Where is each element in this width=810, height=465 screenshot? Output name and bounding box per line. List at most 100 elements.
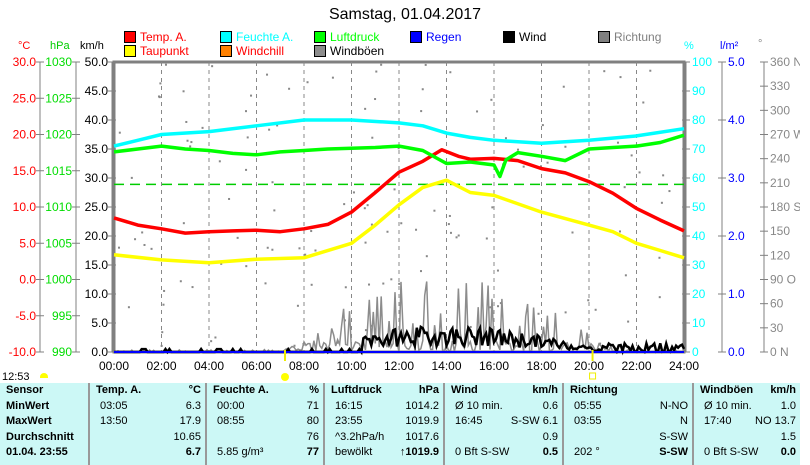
direction-dot (364, 241, 367, 244)
x-tick-label: 06:00 (241, 359, 271, 373)
x-tick-label: 10:00 (336, 359, 366, 373)
legend-label: Windböen (330, 44, 385, 58)
table-cell: 16:45 S-SW 6.1 (445, 414, 564, 430)
wind-tick-label: 5.0 (91, 316, 108, 330)
temp-tick-label: 5.0 (19, 236, 36, 250)
cell-sub: 03:05 (100, 399, 128, 412)
table-cell: 0 Bft S-SW 0.5 (445, 445, 564, 461)
direction-dot (245, 265, 248, 268)
direction-dot (364, 107, 367, 110)
temp-tick-label: 25.0 (13, 91, 37, 105)
cell-sub: 23:55 (335, 415, 363, 427)
direction-dot (331, 76, 334, 79)
direction-dot (344, 286, 347, 289)
direction-dot (179, 280, 182, 283)
table-cell: 0.9 (445, 430, 564, 446)
x-tick-label: 12:00 (384, 359, 414, 373)
temp-tick-label: 20.0 (13, 128, 37, 142)
direction-dot (476, 110, 479, 113)
direction-tick-label: 150 (770, 224, 790, 238)
wind-tick-label: 15.0 (85, 258, 109, 272)
series-taupunkt (113, 178, 685, 265)
direction-dot (380, 63, 383, 66)
humidity-tick-label: 20 (692, 287, 706, 301)
humidity-tick-label: 0 (692, 345, 699, 359)
pressure-tick-label: 1000 (45, 273, 72, 287)
x-tick-label: 00:00 (99, 359, 129, 373)
direction-dot (288, 87, 291, 90)
table-cell: Ø 10 min. 1.0 (694, 399, 802, 415)
rain-tick-label: 0.0 (728, 345, 745, 359)
direction-dot (220, 262, 223, 265)
cell-value: 1017.6 (405, 430, 439, 443)
direction-dot (186, 139, 189, 142)
humidity-tick-label: 80 (692, 113, 706, 127)
cell-value: N-NO (659, 399, 688, 412)
direction-dot (564, 145, 567, 148)
cell-value: 6.3 (185, 399, 201, 412)
humidity-tick-label: 70 (692, 142, 706, 156)
table-cell: Ø 10 min. 0.6 (445, 399, 564, 415)
direction-dot (191, 286, 194, 289)
direction-dot (662, 174, 665, 177)
series-feuchte-a- (113, 118, 685, 148)
x-tick-label: 18:00 (526, 359, 556, 373)
cell-value: 17.9 (179, 415, 201, 427)
direction-dot (310, 283, 313, 286)
chart-title: Samstag, 01.04.2017 (328, 6, 482, 23)
cell-sub: 17:40 (704, 415, 732, 427)
legend-item: Luftdruck (314, 30, 379, 44)
direction-dot (668, 190, 671, 193)
cell-value: 6.7 (185, 446, 201, 458)
direction-dot (658, 256, 661, 259)
direction-dot (522, 165, 525, 168)
pressure-tick-label: 995 (52, 309, 72, 323)
direction-tick-label: 270 W (770, 128, 805, 142)
direction-dot (649, 69, 652, 72)
table-cell: 23:55 1019.9 (325, 414, 445, 430)
direction-dot (271, 248, 274, 251)
table-column-temp: Temp. A. °C 03:05 6.3 13:50 17.9 10.65 6.7 (88, 383, 207, 465)
direction-dot (393, 188, 396, 191)
direction-dot (314, 249, 317, 252)
cell-sub: 05:55 (574, 399, 602, 412)
rain-tick-label: 2.0 (728, 229, 745, 243)
table-cell: bewölkt ↑1019.9 (325, 445, 445, 461)
cell-value: 76 (306, 430, 319, 443)
table-cell: 05:55 N-NO (564, 399, 694, 415)
direction-dot (363, 207, 366, 210)
table-header-unit: km/h (532, 384, 558, 396)
direction-dot (616, 141, 619, 144)
cell-sub: 13:50 (100, 415, 128, 427)
direction-dot (517, 148, 520, 151)
direction-dot (117, 246, 120, 249)
cell-sub: 16:15 (335, 399, 363, 412)
table-cell: 10.65 (90, 430, 207, 446)
table-column-press: Luftdruck hPa 16:15 1014.2 23:55 1019.9 ^3.2hP… (323, 383, 445, 465)
humidity-tick-label: 90 (692, 84, 706, 98)
rain-tick-label: 3.0 (728, 171, 745, 185)
humidity-tick-label: 30 (692, 258, 706, 272)
direction-dot (228, 197, 231, 200)
direction-dot (218, 160, 221, 163)
pressure-tick-label: 1020 (45, 128, 72, 142)
x-tick-label: 04:00 (194, 359, 224, 373)
direction-dot (623, 186, 626, 189)
direction-dot (159, 82, 162, 85)
temp-tick-label: 0.0 (19, 273, 36, 287)
direction-dot (364, 329, 367, 332)
rain-tick-label: 5.0 (728, 55, 745, 69)
direction-dot (382, 282, 385, 285)
legend-item: Wind (503, 30, 546, 44)
table-column-hum: Feuchte A.% 00:00 71 08:55 80 76 5.85 g/m³ 77 (205, 383, 325, 465)
direction-dot (266, 73, 269, 76)
cell-sub: 16:45 (455, 415, 483, 427)
table-header-unit: °C (188, 384, 201, 396)
x-tick-label: 14:00 (431, 359, 461, 373)
direction-dot (397, 147, 400, 150)
direction-dot (161, 331, 164, 334)
table-cell: 5.85 g/m³ 77 (207, 445, 325, 461)
direction-dot (433, 209, 436, 212)
direction-dot (296, 304, 299, 307)
direction-dot (490, 98, 493, 101)
